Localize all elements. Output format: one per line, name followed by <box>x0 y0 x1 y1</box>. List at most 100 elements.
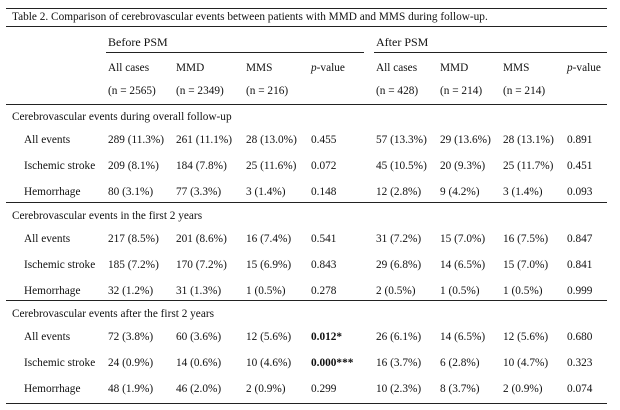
table-cell: 15 (6.9%) <box>246 259 292 271</box>
table-cell: 29 (6.8%) <box>376 259 422 271</box>
table-cell: 8 (3.7%) <box>440 383 480 395</box>
table-cell: 25 (11.7%) <box>503 160 554 172</box>
table-cell: 6 (2.8%) <box>440 357 480 369</box>
table-cell: 0.451 <box>567 160 593 172</box>
table-cell: 12 (2.8%) <box>376 186 422 198</box>
table-cell: 1 (0.5%) <box>503 285 543 297</box>
table-cell: 209 (8.1%) <box>108 160 159 172</box>
table-cell: 0.000*** <box>311 357 354 369</box>
table-cell: 32 (1.2%) <box>108 285 154 297</box>
table-cell: 0.680 <box>567 331 593 343</box>
table-cell: 14 (0.6%) <box>176 357 222 369</box>
section-title: Cerebrovascular events during overall fo… <box>12 111 232 123</box>
column-header-p-value: p-value <box>567 61 601 75</box>
column-header-n: (n = 216) <box>246 85 289 97</box>
table-cell: 1 (0.5%) <box>246 285 286 297</box>
table-cell: 28 (13.0%) <box>246 134 297 146</box>
table-cell: 15 (7.0%) <box>503 259 549 271</box>
table-cell: 289 (11.3%) <box>108 134 165 146</box>
table-top-rule <box>6 8 607 9</box>
table-cell: 16 (7.4%) <box>246 233 292 245</box>
table-cell: 25 (11.6%) <box>246 160 297 172</box>
table-cell: 0.891 <box>567 134 593 146</box>
table-cell: 16 (3.7%) <box>376 357 422 369</box>
table-cell: 0.843 <box>311 259 337 271</box>
row-label: Hemorrhage <box>24 186 81 198</box>
column-header: MMS <box>246 62 273 74</box>
row-label: Ischemic stroke <box>24 259 96 271</box>
group-header-before: Before PSM <box>108 35 168 49</box>
table-cell: 2 (0.9%) <box>503 383 543 395</box>
row-label: Hemorrhage <box>24 285 81 297</box>
table-cell: 80 (3.1%) <box>108 186 154 198</box>
table-cell: 0.074 <box>567 383 593 395</box>
table-cell: 0.455 <box>311 134 337 146</box>
table-cell: 0.841 <box>567 259 593 271</box>
row-label: All events <box>24 134 71 146</box>
table-cell: 45 (10.5%) <box>376 160 427 172</box>
table-cell: 0.541 <box>311 233 337 245</box>
column-header: MMD <box>176 62 205 74</box>
table-cell: 31 (1.3%) <box>176 285 222 297</box>
table-cell: 57 (13.3%) <box>376 134 427 146</box>
group-rule-after <box>374 52 607 53</box>
section-rule <box>6 202 607 203</box>
header-rule <box>6 104 607 105</box>
p-suffix: -value <box>316 62 345 74</box>
row-label: Ischemic stroke <box>24 160 96 172</box>
row-label: Ischemic stroke <box>24 357 96 369</box>
table-cell: 28 (13.1%) <box>503 134 554 146</box>
table-cell: 12 (5.6%) <box>246 331 292 343</box>
table-cell: 10 (4.7%) <box>503 357 549 369</box>
row-label: All events <box>24 331 71 343</box>
caption-rule <box>6 26 607 27</box>
table-cell: 14 (6.5%) <box>440 259 486 271</box>
table-cell: 0.072 <box>311 160 337 172</box>
table-cell: 2 (0.5%) <box>376 285 416 297</box>
table-cell: 46 (2.0%) <box>176 383 222 395</box>
table-cell: 0.847 <box>567 233 593 245</box>
table-cell: 0.323 <box>567 357 593 369</box>
column-header: MMD <box>440 62 469 74</box>
table-cell: 3 (1.4%) <box>246 186 286 198</box>
table-cell: 10 (2.3%) <box>376 383 422 395</box>
table-cell: 24 (0.9%) <box>108 357 154 369</box>
section-title: Cerebrovascular events in the first 2 ye… <box>12 210 203 222</box>
table-cell: 31 (7.2%) <box>376 233 422 245</box>
group-header-after: After PSM <box>376 35 429 49</box>
table-cell: 48 (1.9%) <box>108 383 154 395</box>
column-header: MMS <box>503 62 530 74</box>
table-cell: 0.148 <box>311 186 337 198</box>
table-cell: 14 (6.5%) <box>440 331 486 343</box>
table-cell: 184 (7.8%) <box>176 160 227 172</box>
table-cell: 1 (0.5%) <box>440 285 480 297</box>
table-bottom-rule <box>6 403 607 404</box>
table-cell: 3 (1.4%) <box>503 186 543 198</box>
table-cell: 185 (7.2%) <box>108 259 159 271</box>
column-header: All cases <box>108 62 150 74</box>
table-cell: 0.278 <box>311 285 337 297</box>
table-cell: 2 (0.9%) <box>246 383 286 395</box>
table-cell: 217 (8.5%) <box>108 233 159 245</box>
table-cell: 201 (8.6%) <box>176 233 227 245</box>
table-cell: 12 (5.6%) <box>503 331 549 343</box>
table-cell: 261 (11.1%) <box>176 134 233 146</box>
table-cell: 16 (7.5%) <box>503 233 549 245</box>
table-caption: Table 2. Comparison of cerebrovascular e… <box>12 11 488 23</box>
column-header-n: (n = 428) <box>376 85 419 97</box>
table-cell: 9 (4.2%) <box>440 186 480 198</box>
row-label: All events <box>24 233 71 245</box>
table-cell: 20 (9.3%) <box>440 160 486 172</box>
table-cell: 0.012* <box>311 331 343 343</box>
p-suffix: -value <box>572 62 601 74</box>
table-cell: 0.999 <box>567 285 593 297</box>
table-cell: 29 (13.6%) <box>440 134 491 146</box>
section-title: Cerebrovascular events after the first 2… <box>12 308 214 320</box>
column-header-n: (n = 214) <box>503 85 546 97</box>
column-header-n: (n = 214) <box>440 85 483 97</box>
table-cell: 26 (6.1%) <box>376 331 422 343</box>
table-cell: 72 (3.8%) <box>108 331 154 343</box>
table-cell: 10 (4.6%) <box>246 357 292 369</box>
column-header: All cases <box>376 62 418 74</box>
table-cell: 0.299 <box>311 383 337 395</box>
